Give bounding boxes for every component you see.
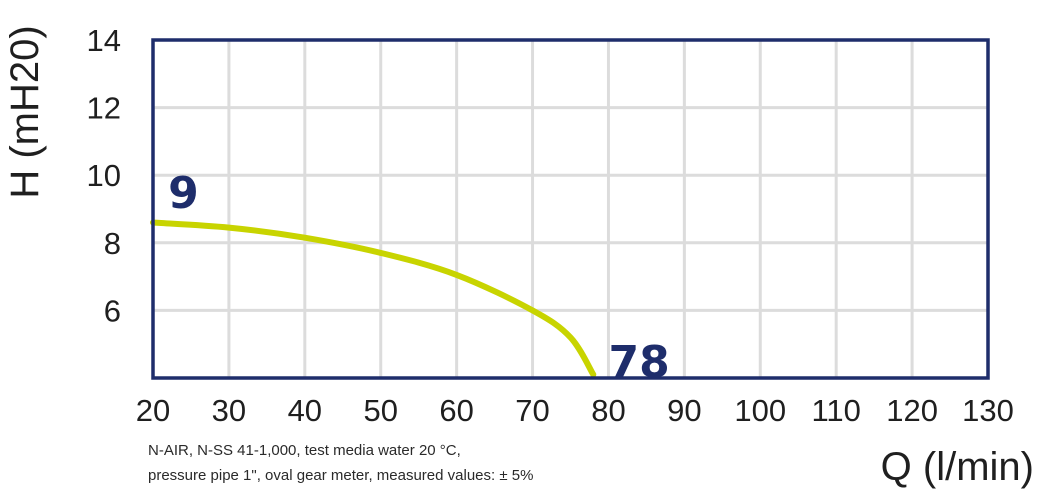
plot-frame xyxy=(151,38,990,380)
x-tick-labels: 20 30 40 50 60 70 80 90 100 110 120 130 xyxy=(136,393,1014,428)
x-tick-label: 30 xyxy=(212,393,246,428)
x-tick-label: 60 xyxy=(439,393,473,428)
grid-lines xyxy=(151,38,990,380)
x-tick-label: 110 xyxy=(811,393,860,428)
test-conditions-note-line-1: N-AIR, N-SS 41-1,000, test media water 2… xyxy=(148,442,461,459)
x-tick-label: 40 xyxy=(288,393,322,428)
x-axis-title: Q (l/min) xyxy=(881,445,1034,489)
annotations: 9 78 xyxy=(168,168,670,388)
x-tick-label: 120 xyxy=(886,393,938,428)
x-tick-label: 130 xyxy=(962,393,1014,428)
x-tick-label: 90 xyxy=(667,393,701,428)
y-tick-label: 12 xyxy=(87,91,121,126)
y-tick-label: 6 xyxy=(104,293,121,328)
y-tick-label: 8 xyxy=(104,226,121,261)
y-tick-label: 10 xyxy=(87,158,121,193)
y-tick-label: 14 xyxy=(87,23,121,58)
pump-curve-line xyxy=(150,219,597,378)
test-conditions-note-line-2: pressure pipe 1", oval gear meter, measu… xyxy=(148,467,533,484)
x-tick-label: 70 xyxy=(515,393,549,428)
y-tick-labels: 14 12 10 8 6 xyxy=(87,23,121,328)
x-tick-label: 50 xyxy=(363,393,397,428)
annotation-label: 78 xyxy=(608,337,669,388)
x-tick-label: 100 xyxy=(734,393,786,428)
x-tick-label: 80 xyxy=(591,393,625,428)
y-axis-title: H (mH20) xyxy=(3,25,47,198)
x-tick-label: 20 xyxy=(136,393,170,428)
annotation-label: 9 xyxy=(168,168,199,219)
